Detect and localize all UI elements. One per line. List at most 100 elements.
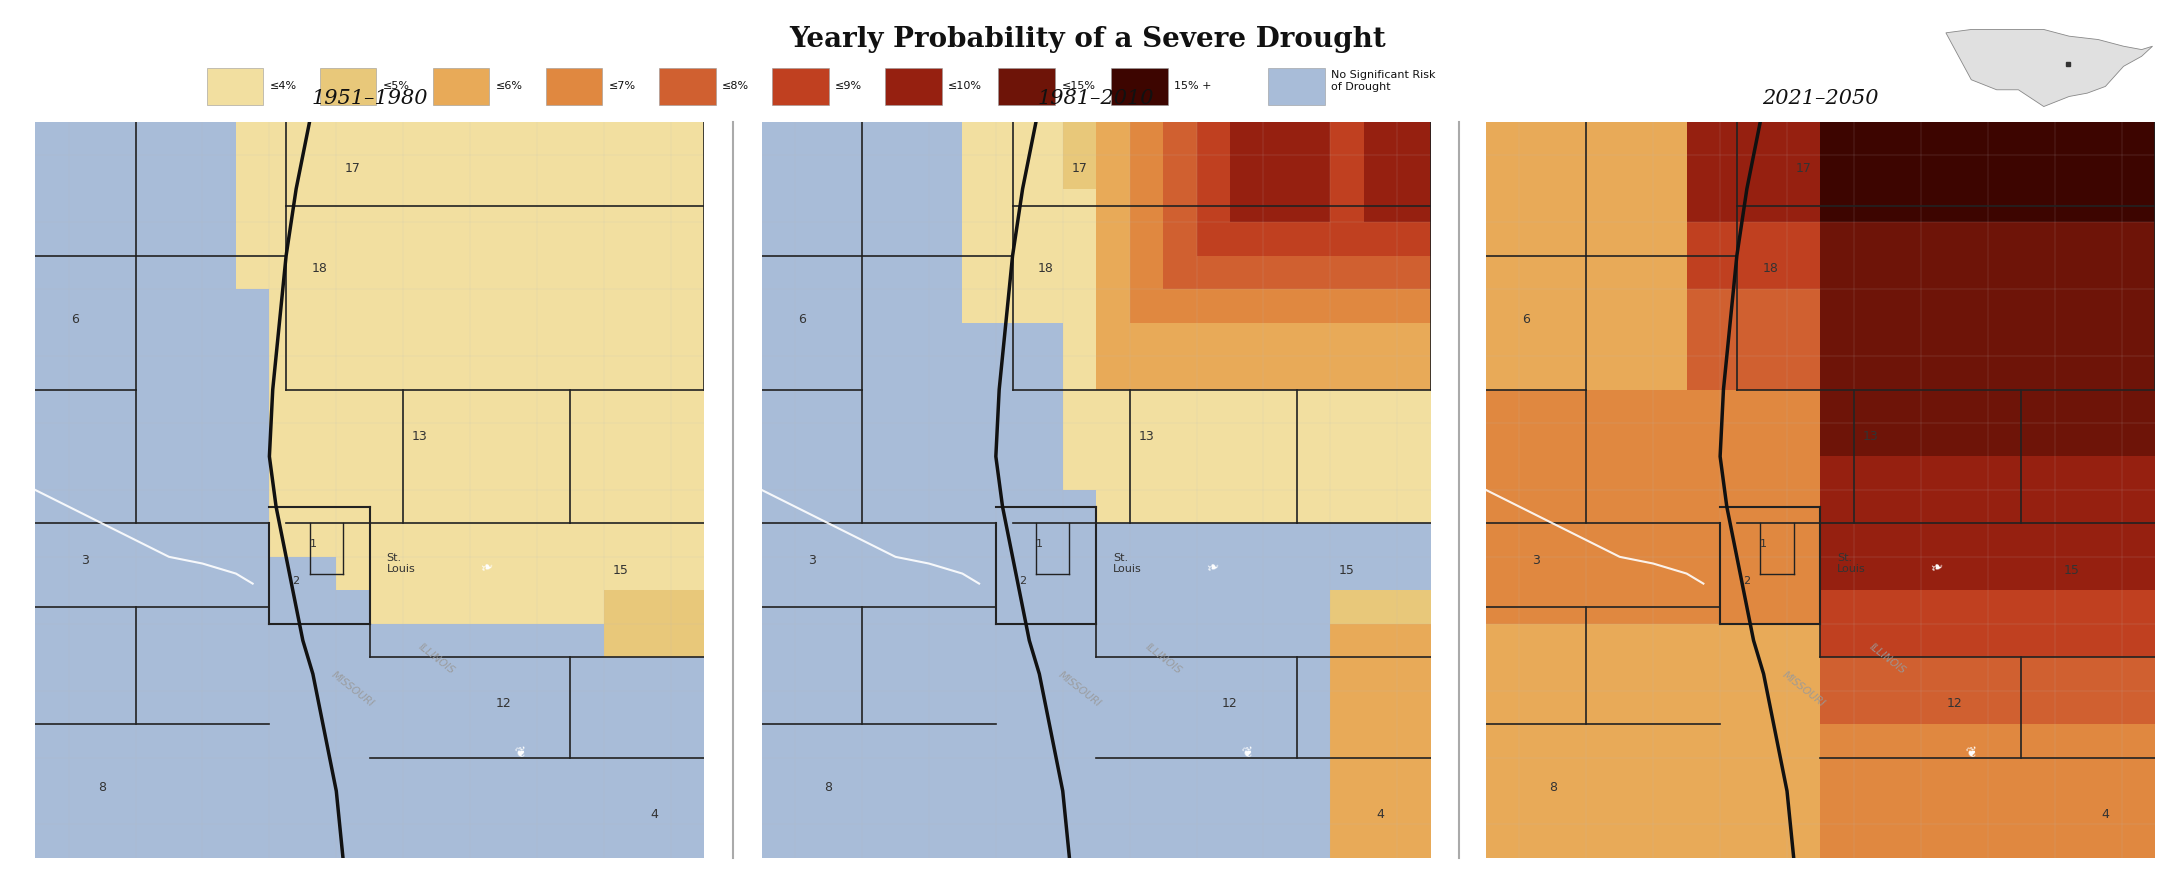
- Bar: [1720, 155, 1753, 189]
- Bar: [1264, 222, 1296, 256]
- Bar: [1196, 658, 1231, 691]
- Bar: [505, 189, 537, 222]
- Bar: [370, 356, 402, 389]
- Bar: [1888, 523, 1921, 557]
- Bar: [35, 222, 70, 256]
- Bar: [35, 322, 70, 356]
- Bar: [102, 222, 135, 256]
- Bar: [270, 222, 302, 256]
- Bar: [337, 490, 370, 523]
- Bar: [1720, 289, 1753, 322]
- Bar: [1520, 322, 1553, 356]
- Bar: [1396, 591, 1431, 624]
- Bar: [1520, 758, 1553, 791]
- Bar: [929, 825, 961, 858]
- Bar: [35, 189, 70, 222]
- Bar: [637, 825, 670, 858]
- Bar: [1620, 490, 1653, 523]
- Bar: [637, 423, 670, 456]
- Bar: [1486, 490, 1520, 523]
- Bar: [437, 724, 470, 758]
- Bar: [1196, 389, 1231, 423]
- Bar: [70, 456, 102, 490]
- Bar: [470, 189, 505, 222]
- Bar: [1231, 189, 1264, 222]
- Bar: [1164, 222, 1196, 256]
- Bar: [102, 289, 135, 322]
- Bar: [996, 523, 1029, 557]
- Bar: [1264, 825, 1296, 858]
- Bar: [2121, 189, 2155, 222]
- Bar: [670, 322, 705, 356]
- Bar: [1520, 289, 1553, 322]
- Bar: [1296, 256, 1331, 289]
- Bar: [202, 256, 235, 289]
- Bar: [270, 490, 302, 523]
- Bar: [505, 758, 537, 791]
- Bar: [605, 557, 637, 591]
- Bar: [1586, 658, 1620, 691]
- Bar: [1396, 490, 1431, 523]
- Bar: [761, 523, 796, 557]
- Bar: [896, 490, 929, 523]
- Bar: [1096, 624, 1129, 658]
- Bar: [1264, 289, 1296, 322]
- Bar: [402, 423, 437, 456]
- Bar: [302, 591, 337, 624]
- Bar: [1164, 791, 1196, 825]
- Bar: [1396, 122, 1431, 155]
- Bar: [605, 389, 637, 423]
- Bar: [337, 624, 370, 658]
- Bar: [70, 523, 102, 557]
- Bar: [1486, 624, 1520, 658]
- Bar: [135, 155, 170, 189]
- Bar: [235, 356, 270, 389]
- Bar: [270, 423, 302, 456]
- Bar: [437, 256, 470, 289]
- Bar: [402, 724, 437, 758]
- Bar: [102, 322, 135, 356]
- Bar: [1620, 557, 1653, 591]
- Bar: [1955, 825, 1988, 858]
- Bar: [2021, 724, 2055, 758]
- Bar: [2121, 724, 2155, 758]
- Bar: [1586, 356, 1620, 389]
- Bar: [796, 791, 829, 825]
- Bar: [996, 658, 1029, 691]
- Bar: [202, 122, 235, 155]
- Bar: [1820, 724, 1853, 758]
- Bar: [1064, 122, 1096, 155]
- Bar: [2055, 523, 2088, 557]
- Bar: [337, 222, 370, 256]
- Bar: [1396, 791, 1431, 825]
- Bar: [961, 624, 996, 658]
- Bar: [637, 389, 670, 423]
- Bar: [1231, 724, 1264, 758]
- Bar: [1364, 591, 1396, 624]
- Bar: [761, 691, 796, 724]
- Bar: [2021, 490, 2055, 523]
- Bar: [796, 389, 829, 423]
- Bar: [605, 356, 637, 389]
- Bar: [996, 289, 1029, 322]
- Bar: [1820, 523, 1853, 557]
- Bar: [1653, 758, 1686, 791]
- Bar: [1231, 825, 1264, 858]
- Text: 15: 15: [613, 564, 629, 577]
- Bar: [302, 758, 337, 791]
- Bar: [505, 356, 537, 389]
- Bar: [370, 758, 402, 791]
- Bar: [1788, 724, 1820, 758]
- Bar: [2088, 456, 2121, 490]
- Bar: [1129, 523, 1164, 557]
- Bar: [929, 356, 961, 389]
- Bar: [337, 356, 370, 389]
- Bar: [1520, 423, 1553, 456]
- Bar: [1653, 289, 1686, 322]
- Bar: [270, 256, 302, 289]
- Bar: [2021, 289, 2055, 322]
- Bar: [1396, 557, 1431, 591]
- Bar: [1753, 322, 1788, 356]
- Bar: [670, 356, 705, 389]
- Bar: [470, 724, 505, 758]
